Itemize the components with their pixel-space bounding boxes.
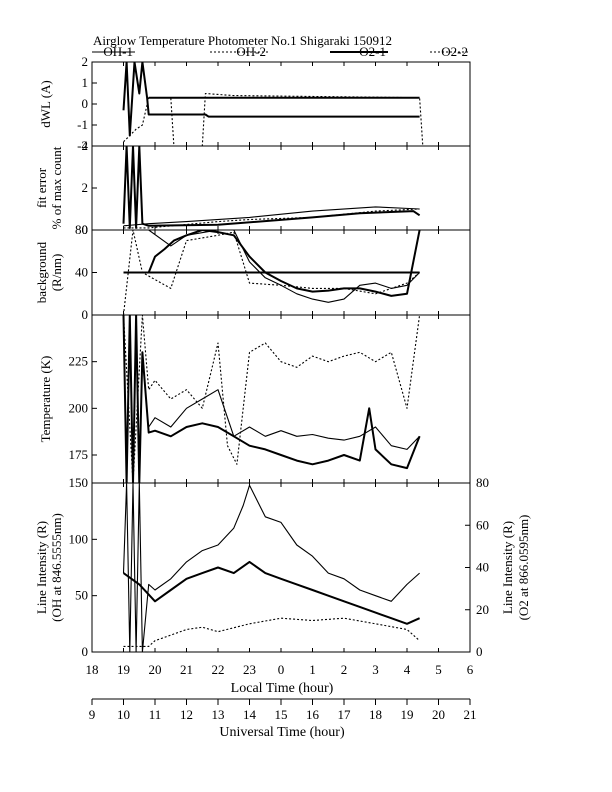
y-tick-label: 1	[82, 75, 89, 90]
series-line-temperature-2	[122, 315, 421, 483]
legend-label-oh-1: OH-1	[103, 44, 133, 59]
y-axis-label: (OH at 846.5555nm)	[49, 513, 64, 622]
y-tick-label: 0	[82, 644, 89, 659]
series-line-dwl-0	[122, 62, 420, 137]
legend-label-o2-1: O2-1	[359, 44, 386, 59]
ut-tick-label: 18	[369, 707, 382, 722]
panel-frame	[91, 482, 471, 653]
series-line-temperature-1	[148, 389, 420, 450]
y-tick-label: -2	[77, 138, 88, 153]
ut-tick-label: 17	[338, 707, 352, 722]
y-right-axis-label: (O2 at 866.0595nm)	[516, 515, 531, 621]
y-tick-label: 100	[69, 531, 89, 546]
local-time-axis-label: Local Time (hour)	[231, 681, 334, 696]
y-right-tick-label: 40	[476, 560, 489, 575]
y-tick-label: 2	[82, 54, 89, 69]
y-tick-label: 225	[69, 354, 89, 369]
y-tick-label: 50	[75, 588, 88, 603]
series-line-dwl-2	[123, 92, 424, 146]
ut-tick-label: 19	[401, 707, 414, 722]
series-line-fit_error-2	[123, 206, 420, 227]
local-time-axis: 18 19 20 21 22 23 0 1 2 3 4 5 6	[86, 662, 474, 677]
y-tick-label: -1	[77, 117, 88, 132]
local-time-tick-label: 1	[309, 662, 316, 677]
ut-tick-label: 15	[275, 707, 288, 722]
ut-tick-label: 20	[432, 707, 445, 722]
y-right-tick-label: 60	[476, 517, 489, 532]
panel-temperature: 225 200 175 Temperature (K)	[38, 314, 471, 484]
y-axis-label: dWL (A)	[38, 80, 53, 128]
panel-frame	[91, 314, 471, 484]
y-tick-label: 0	[82, 307, 89, 322]
ut-tick-label: 13	[212, 707, 225, 722]
universal-time-axis: 9 10 11 12 13 14 15 16 17 18 19 20 21	[89, 698, 477, 722]
y-right-tick-label: 80	[476, 475, 489, 490]
y-axis-label: Line Intensity (R)	[34, 521, 49, 614]
panel-fit_error: 4 2 0 fit error% of max count	[34, 138, 471, 237]
panel-background: 80 40 0 background (R/nm)	[34, 222, 471, 322]
series-line-background-1	[148, 230, 420, 303]
local-time-tick-label: 19	[117, 662, 130, 677]
panel-frame	[91, 145, 471, 231]
legend-label-o2-2: O2-2	[441, 44, 468, 59]
legend: OH-1 OH-2 O2-1 O2-2	[92, 44, 470, 59]
series-line-intensity-0	[122, 483, 420, 652]
local-time-tick-label: 2	[341, 662, 348, 677]
y-axis-label: (R/nm)	[49, 254, 64, 292]
y-tick-label: 200	[69, 400, 89, 415]
local-time-tick-label: 5	[435, 662, 442, 677]
local-time-tick-label: 3	[372, 662, 379, 677]
local-time-tick-label: 20	[149, 662, 162, 677]
y-tick-label: 2	[82, 180, 89, 195]
y-tick-label: 0	[82, 222, 89, 237]
local-time-tick-label: 6	[467, 662, 474, 677]
chart-title: Airglow Temperature Photometer No.1 Shig…	[93, 33, 392, 48]
local-time-tick-label: 4	[404, 662, 411, 677]
y-tick-label: 40	[75, 265, 88, 280]
ut-tick-label: 16	[306, 707, 320, 722]
ut-tick-label: 9	[89, 707, 96, 722]
series-line-fit_error-1	[123, 208, 420, 229]
y-tick-label: 80	[75, 222, 88, 237]
ut-tick-label: 14	[243, 707, 257, 722]
y-axis-label: % of max count	[49, 146, 64, 229]
y-axis-label: Temperature (K)	[38, 356, 53, 443]
local-time-tick-label: 23	[243, 662, 256, 677]
ut-tick-label: 12	[180, 707, 193, 722]
y-tick-label: 175	[69, 447, 89, 462]
universal-time-axis-label: Universal Time (hour)	[219, 725, 345, 740]
series-line-temperature-0	[122, 315, 421, 483]
ut-tick-label: 11	[149, 707, 162, 722]
local-time-tick-label: 22	[212, 662, 225, 677]
panel-dwl: 2 1 0 -1 -2 dWL (A)	[38, 54, 471, 153]
y-right-axis-label: Line Intensity (R)	[500, 521, 515, 614]
local-time-tick-label: 0	[278, 662, 285, 677]
y-right-tick-label: 20	[476, 602, 489, 617]
ut-tick-label: 10	[117, 707, 130, 722]
y-axis-label: fit error	[34, 167, 49, 208]
series-line-background-0	[123, 230, 421, 297]
y-axis-label: background	[34, 241, 49, 303]
series-line-intensity-2	[123, 617, 420, 647]
y-tick-label: 0	[82, 96, 89, 111]
y-right-tick-label: 0	[476, 644, 483, 659]
y-tick-label: 4	[82, 138, 89, 153]
local-time-tick-label: 18	[86, 662, 99, 677]
y-tick-label: 150	[69, 475, 89, 490]
ut-tick-label: 21	[464, 707, 477, 722]
legend-label-oh-2: OH-2	[236, 44, 266, 59]
local-time-tick-label: 21	[180, 662, 193, 677]
series-line-intensity-1	[122, 560, 421, 625]
